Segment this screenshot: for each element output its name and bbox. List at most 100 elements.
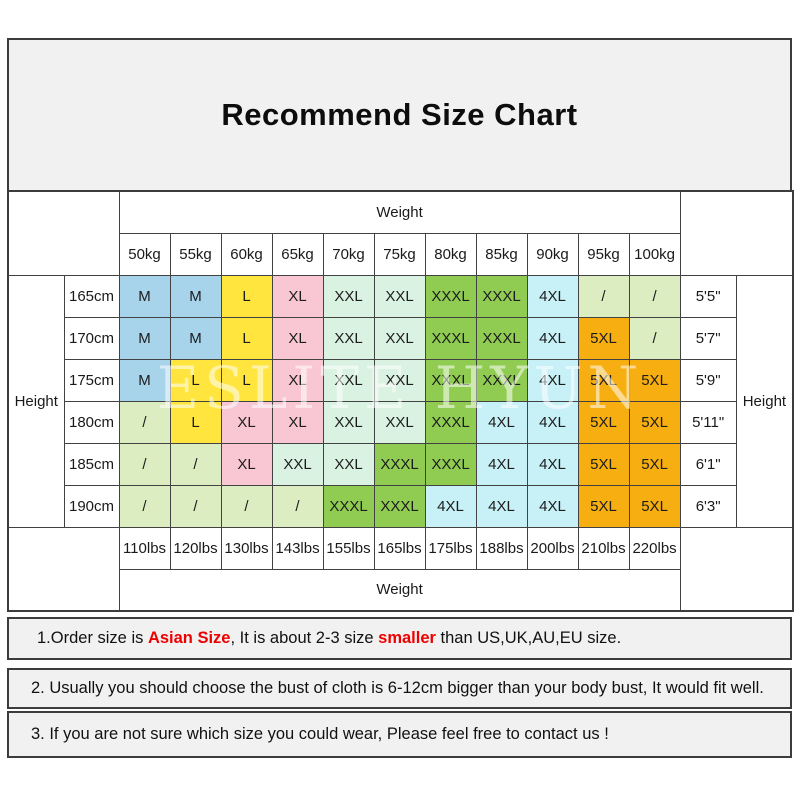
size-cell: 4XL: [475, 484, 528, 528]
size-cell: 4XL: [526, 442, 579, 486]
weight-lbs-cell: 200lbs: [526, 526, 579, 570]
size-cell: XXL: [373, 274, 426, 318]
weight-kg-cell: 55kg: [169, 232, 222, 276]
weight-lbs-cell: 143lbs: [271, 526, 324, 570]
height-cm-cell: 175cm: [63, 358, 120, 402]
weight-lbs-cell: 155lbs: [322, 526, 375, 570]
height-cm-cell: 190cm: [63, 484, 120, 528]
weight-lbs-cell: 120lbs: [169, 526, 222, 570]
weight-kg-cell: 75kg: [373, 232, 426, 276]
weight-kg-cell: 90kg: [526, 232, 579, 276]
size-cell: /: [628, 316, 681, 360]
weight-lbs-cell: 220lbs: [628, 526, 681, 570]
table-row-165cm: Height 165cm M M L XL XXL XXL XXXL XXXL …: [7, 274, 794, 528]
size-cell: M: [118, 274, 171, 318]
size-cell: 5XL: [628, 484, 681, 528]
size-cell: XXXL: [424, 316, 477, 360]
page-title: Recommend Size Chart: [221, 97, 578, 132]
weight-lbs-cell: 110lbs: [118, 526, 171, 570]
size-cell: 4XL: [526, 484, 579, 528]
weight-kg-cell: 65kg: [271, 232, 324, 276]
note-1-mid: , It is about 2-3 size: [230, 629, 379, 647]
size-cell: XL: [220, 400, 273, 444]
size-cell: 4XL: [526, 316, 579, 360]
note-1-highlight-smaller: smaller: [378, 629, 436, 647]
size-cell: XXXL: [322, 484, 375, 528]
weight-lbs-cell: 130lbs: [220, 526, 273, 570]
size-cell: 4XL: [424, 484, 477, 528]
weight-kg-cell: 60kg: [220, 232, 273, 276]
size-cell: 5XL: [577, 442, 630, 486]
size-cell: 4XL: [475, 442, 528, 486]
note-2: 2. Usually you should choose the bust of…: [7, 668, 792, 709]
size-cell: XXL: [322, 316, 375, 360]
weight-kg-cell: 85kg: [475, 232, 528, 276]
size-cell: /: [118, 442, 171, 486]
size-cell: L: [169, 358, 222, 402]
note-1: 1.Order size is Asian Size, It is about …: [7, 617, 792, 660]
height-cm-cell: 170cm: [63, 316, 120, 360]
size-cell: XXXL: [475, 274, 528, 318]
size-cell: XXXL: [424, 400, 477, 444]
size-cell: /: [118, 400, 171, 444]
size-cell: 5XL: [577, 484, 630, 528]
note-1-suffix: than US,UK,AU,EU size.: [435, 629, 622, 647]
size-cell: XXL: [373, 316, 426, 360]
size-cell: XXL: [322, 442, 375, 486]
size-cell: L: [220, 316, 273, 360]
size-cell: /: [118, 484, 171, 528]
height-ft-cell: 6'3": [679, 484, 737, 528]
height-ft-cell: 6'1": [679, 442, 737, 486]
size-cell: XXL: [373, 358, 426, 402]
size-cell: M: [169, 274, 222, 318]
table-row-190cm: 190cm / / / / XXXL XXXL 4XL 4XL 4XL 5XL …: [8, 484, 793, 528]
weight-header-row: Weight: [7, 190, 794, 276]
height-ft-cell: 5'11": [679, 400, 737, 444]
size-cell: M: [169, 316, 222, 360]
weight-kg-cell: 95kg: [577, 232, 630, 276]
height-cm-cell: 185cm: [63, 442, 120, 486]
size-cell: XXXL: [373, 442, 426, 486]
height-cm-cell: 165cm: [63, 274, 120, 318]
table-row-170cm: 170cm M M L XL XXL XXL XXXL XXXL 4XL 5XL…: [8, 316, 793, 360]
empty-corner-top-right: [679, 190, 794, 276]
size-cell: 4XL: [526, 274, 579, 318]
size-cell: M: [118, 358, 171, 402]
weight-kg-cell: 100kg: [628, 232, 681, 276]
size-cell: XL: [271, 274, 324, 318]
size-cell: /: [220, 484, 273, 528]
size-cell: L: [169, 400, 222, 444]
size-cell: XL: [271, 316, 324, 360]
table-row-185cm: 185cm / / XL XXL XXL XXXL XXXL 4XL 4XL 5…: [8, 442, 793, 486]
size-cell: 5XL: [577, 358, 630, 402]
size-cell: XXXL: [424, 442, 477, 486]
size-cell: XXXL: [475, 358, 528, 402]
size-cell: 5XL: [628, 358, 681, 402]
note-1-prefix: 1.Order size is: [37, 629, 148, 647]
title-box: Recommend Size Chart: [7, 38, 792, 190]
size-cell: XXXL: [475, 316, 528, 360]
note-3: 3. If you are not sure which size you co…: [7, 711, 792, 758]
size-cell: XXL: [271, 442, 324, 486]
empty-corner-bottom-right: [679, 526, 794, 612]
size-cell: L: [220, 358, 273, 402]
weight-kg-row: 50kg 55kg 60kg 65kg 70kg 75kg 80kg 85kg …: [8, 232, 793, 276]
size-cell: XXL: [322, 274, 375, 318]
size-cell: XXXL: [424, 358, 477, 402]
weight-header-bottom: Weight: [118, 568, 681, 612]
size-cell: 5XL: [577, 316, 630, 360]
height-ft-cell: 5'7": [679, 316, 737, 360]
weight-lbs-cell: 210lbs: [577, 526, 630, 570]
size-chart-table: Weight 50kg 55kg 60kg 65kg 70kg 75kg 80k…: [7, 190, 795, 612]
height-label-right: Height: [735, 274, 794, 528]
empty-corner-top-left: [7, 190, 120, 276]
height-ft-cell: 5'5": [679, 274, 737, 318]
size-cell: XXL: [373, 400, 426, 444]
size-cell: XL: [220, 442, 273, 486]
weight-kg-cell: 50kg: [118, 232, 171, 276]
size-cell: /: [271, 484, 324, 528]
table-row-180cm: 180cm / L XL XL XXL XXL XXXL 4XL 4XL 5XL…: [8, 400, 793, 444]
size-cell: /: [169, 442, 222, 486]
size-cell: /: [628, 274, 681, 318]
size-cell: 5XL: [628, 400, 681, 444]
